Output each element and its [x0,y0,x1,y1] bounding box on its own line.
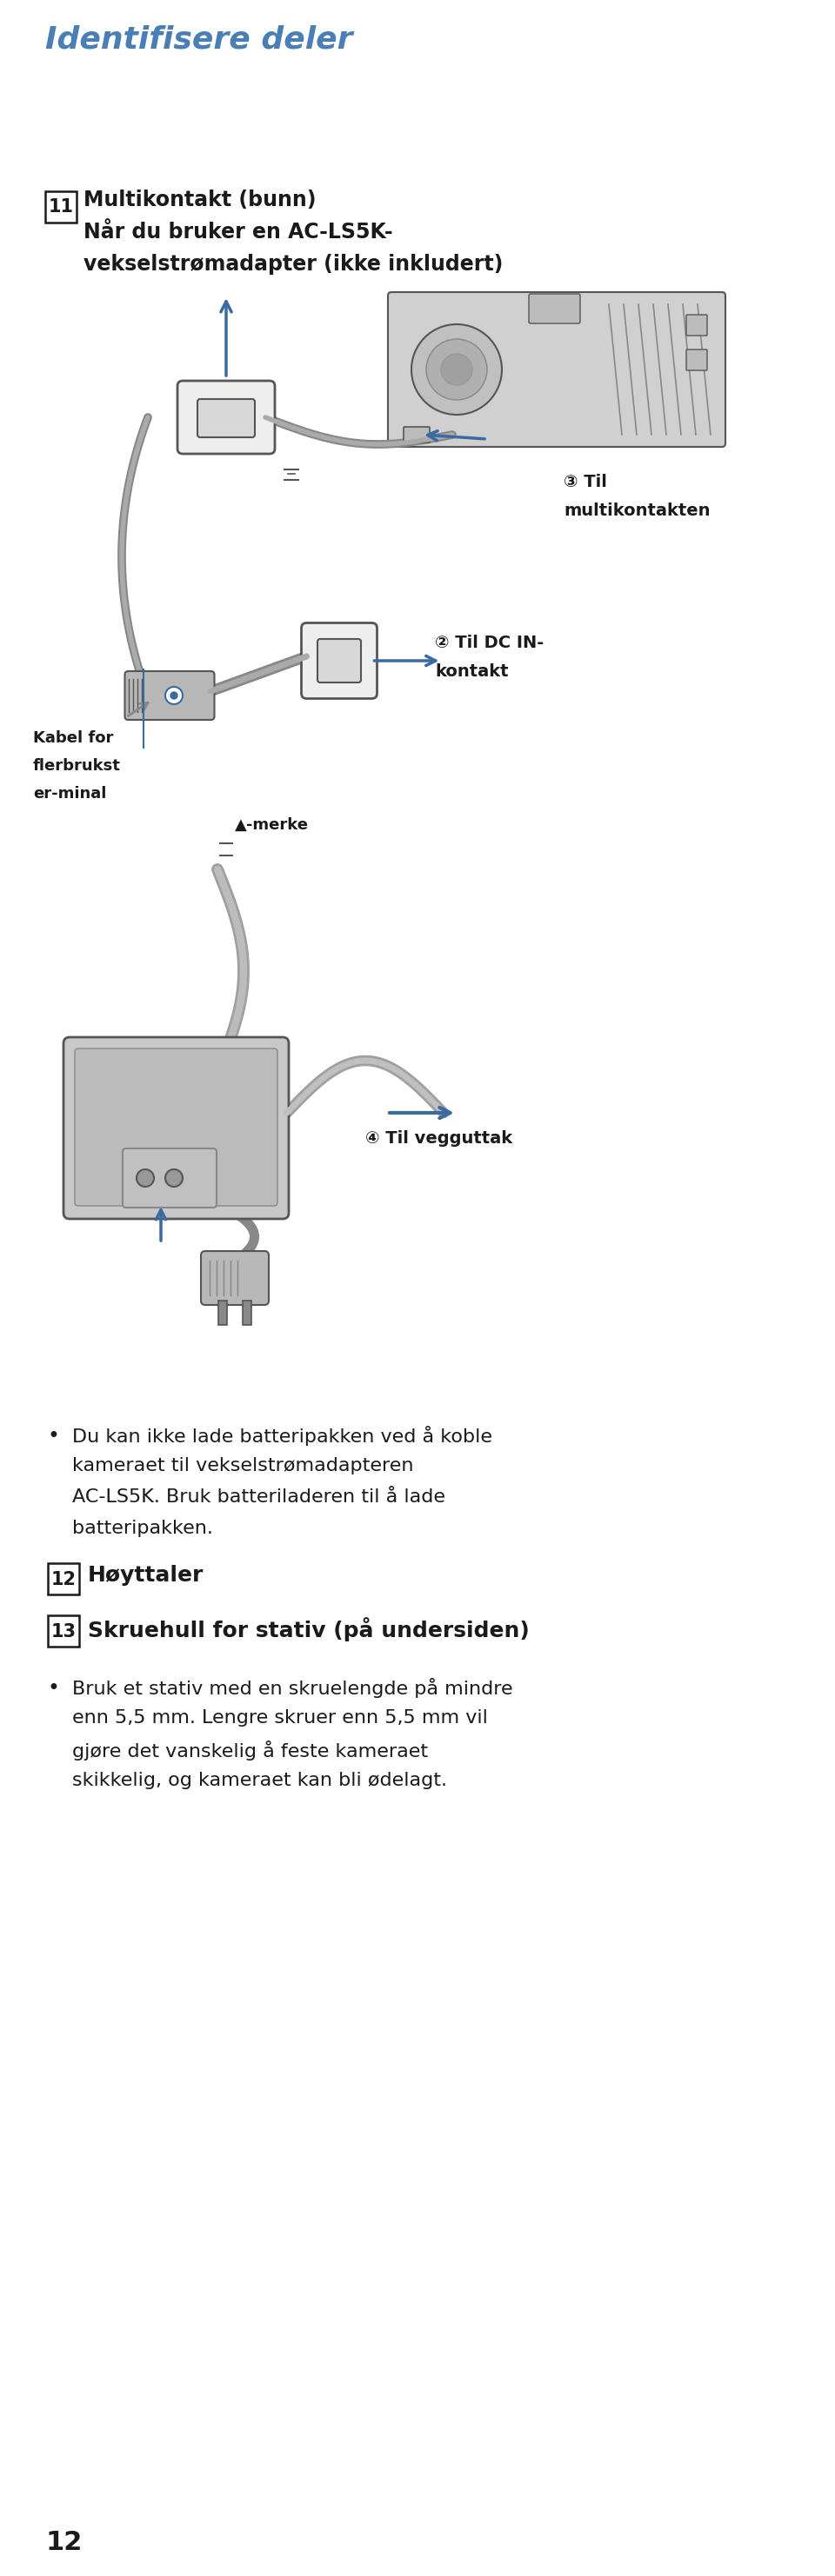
Text: kameraet til vekselstrømadapteren: kameraet til vekselstrømadapteren [72,1458,413,1473]
FancyBboxPatch shape [317,639,361,683]
Text: kontakt: kontakt [435,665,509,680]
Text: ④ Til vegguttak: ④ Til vegguttak [366,1131,513,1146]
Text: skikkelig, og kameraet kan bli ødelagt.: skikkelig, og kameraet kan bli ødelagt. [72,1772,447,1790]
FancyBboxPatch shape [686,314,707,335]
Text: Bruk et stativ med en skruelengde på mindre: Bruk et stativ med en skruelengde på min… [72,1677,513,1698]
Circle shape [165,1170,183,1188]
FancyBboxPatch shape [45,191,77,222]
Circle shape [137,1170,154,1188]
Text: Kabel for: Kabel for [33,729,114,747]
Text: Høyttaler: Høyttaler [88,1564,204,1587]
Text: batteripakken.: batteripakken. [72,1520,213,1538]
FancyBboxPatch shape [529,294,580,325]
Text: 11: 11 [48,198,73,216]
Text: Når du bruker en AC-LS5K-: Når du bruker en AC-LS5K- [84,222,392,242]
Text: AC-LS5K. Bruk batteriladeren til å lade: AC-LS5K. Bruk batteriladeren til å lade [72,1489,445,1507]
FancyBboxPatch shape [301,623,377,698]
Text: enn 5,5 mm. Lengre skruer enn 5,5 mm vil: enn 5,5 mm. Lengre skruer enn 5,5 mm vil [72,1710,488,1726]
FancyBboxPatch shape [218,1301,227,1324]
Text: multikontakten: multikontakten [564,502,711,518]
Text: vekselstrømadapter (ikke inkludert): vekselstrømadapter (ikke inkludert) [84,255,503,276]
FancyBboxPatch shape [388,291,726,446]
Circle shape [165,688,183,703]
Text: ③ Til: ③ Til [564,474,607,489]
Text: gjøre det vanskelig å feste kameraet: gjøre det vanskelig å feste kameraet [72,1741,428,1759]
FancyBboxPatch shape [75,1048,277,1206]
Circle shape [412,325,502,415]
FancyBboxPatch shape [177,381,275,453]
Text: •: • [48,1677,60,1698]
Text: Identifisere deler: Identifisere deler [45,23,352,54]
Text: ▲-merke: ▲-merke [235,817,309,832]
FancyBboxPatch shape [201,1252,269,1306]
Circle shape [441,353,473,386]
Text: 12: 12 [45,2530,82,2555]
Text: 13: 13 [51,1623,76,1641]
Text: flerbrukst: flerbrukst [33,757,121,773]
Text: Skruehull for stativ (på undersiden): Skruehull for stativ (på undersiden) [88,1618,529,1641]
Text: •: • [48,1425,60,1448]
FancyBboxPatch shape [123,1149,216,1208]
Text: Du kan ikke lade batteripakken ved å koble: Du kan ikke lade batteripakken ved å kob… [72,1425,493,1445]
FancyBboxPatch shape [124,672,215,719]
Text: ② Til DC IN-: ② Til DC IN- [435,634,544,652]
Text: Multikontakt (bunn): Multikontakt (bunn) [84,191,316,211]
FancyBboxPatch shape [63,1038,289,1218]
FancyBboxPatch shape [48,1615,79,1646]
FancyBboxPatch shape [197,399,255,438]
Circle shape [170,693,177,698]
Circle shape [426,340,487,399]
FancyBboxPatch shape [686,350,707,371]
Text: er-minal: er-minal [33,786,106,801]
FancyBboxPatch shape [403,428,430,443]
Text: 12: 12 [51,1571,76,1589]
FancyBboxPatch shape [243,1301,251,1324]
FancyBboxPatch shape [48,1564,79,1595]
